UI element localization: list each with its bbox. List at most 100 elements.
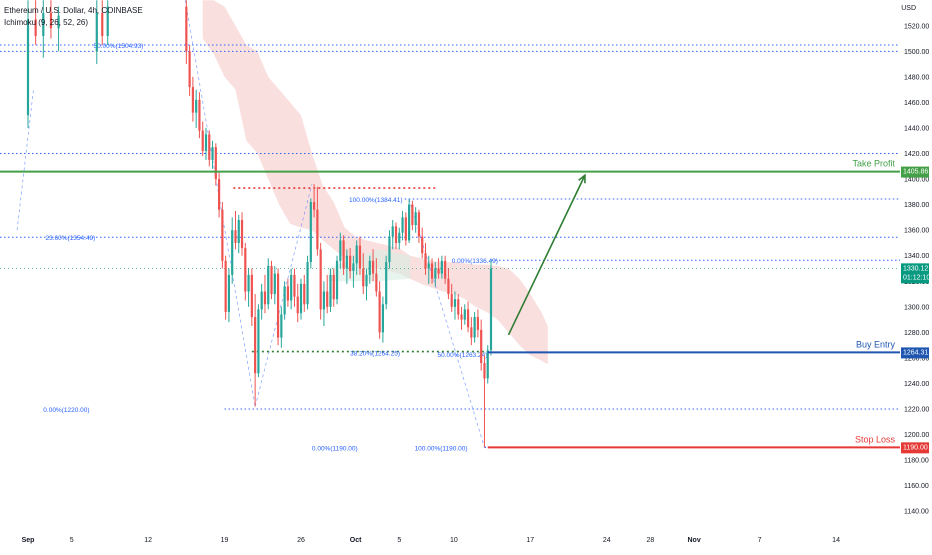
candle-body-50 <box>322 291 326 310</box>
candle-body-13 <box>201 130 204 151</box>
time-tick-13: 14 <box>832 537 840 544</box>
candle-body-44 <box>303 283 306 305</box>
candle-body-16 <box>211 147 214 160</box>
candle-body-76 <box>408 204 411 241</box>
fib-label-fib-0-upper: 0.00%(1336.49) <box>452 258 498 265</box>
fib-label-fib-top: 50.00%(1504.93) <box>94 43 144 50</box>
fib-mid-label-1: 50.00%(1263.24) <box>438 352 488 359</box>
candle-body-92 <box>460 314 463 320</box>
candle-body-29 <box>254 317 257 374</box>
candle-body-21 <box>227 274 231 312</box>
candle-body-47 <box>313 202 316 210</box>
candle-body-66 <box>375 273 378 292</box>
candle-body-3 <box>49 13 53 29</box>
price-tick-13: 1400.00 <box>904 177 929 184</box>
candle-body-93 <box>463 309 466 320</box>
candle-body-23 <box>234 230 237 243</box>
price-tick-18: 1500.00 <box>904 49 929 56</box>
candle-body-57 <box>345 255 348 269</box>
candle-body-74 <box>401 217 404 233</box>
candle-body-100 <box>486 350 489 379</box>
candle-body-55 <box>339 240 342 261</box>
candle-body-63 <box>365 274 368 287</box>
price-tick-14: 1420.00 <box>904 151 929 158</box>
candle-body-94 <box>466 309 470 328</box>
candle-body-37 <box>280 314 283 338</box>
candle-body-60 <box>355 245 358 264</box>
candle-body-18 <box>218 179 221 210</box>
candlesticks <box>26 0 493 448</box>
candle-body-101 <box>489 268 493 351</box>
price-tick-17: 1480.00 <box>904 74 929 81</box>
candle-body-96 <box>473 317 476 338</box>
candle-body-40 <box>290 274 293 301</box>
current-price-tag-bg <box>901 263 929 284</box>
fib-swing-0 <box>16 89 34 231</box>
price-tick-12: 1380.00 <box>904 202 929 209</box>
candle-body-28 <box>250 274 253 318</box>
price-tick-10: 1340.00 <box>904 253 929 260</box>
candle-body-5 <box>95 13 98 52</box>
candle-body-97 <box>476 317 480 330</box>
buy-entry-price-tag-bg <box>901 347 929 359</box>
price-tick-19: 1520.00 <box>904 23 929 30</box>
buy-entry-label: Buy Entry <box>856 339 896 349</box>
take-profit-price-tag-bg <box>901 166 929 178</box>
symbol-title[interactable]: Ethereum / U.S. Dollar, 4h, COINBASE <box>4 6 143 15</box>
time-axis: Sep 5 12 19 26 Oct 5 10 17 24 28 Nov 7 14 <box>22 537 840 544</box>
candle-body-35 <box>273 273 276 295</box>
candle-body-15 <box>208 134 211 160</box>
candle-body-24 <box>237 219 240 243</box>
candle-body-51 <box>326 291 329 307</box>
candle-body-52 <box>329 274 332 307</box>
candle-body-64 <box>368 260 371 275</box>
candle-body-87 <box>444 260 447 279</box>
candle-body-46 <box>309 202 312 263</box>
candle-body-79 <box>417 212 421 237</box>
candle-body-82 <box>427 263 430 269</box>
candle-body-33 <box>267 265 270 305</box>
time-tick-10: 28 <box>647 537 655 544</box>
candle-body-56 <box>342 240 345 269</box>
time-tick-8: 17 <box>526 537 534 544</box>
candle-body-36 <box>276 273 280 338</box>
candle-body-11 <box>195 99 198 113</box>
fib-label-fib-100-upper: 100.00%(1384.41) <box>349 197 403 204</box>
time-tick-9: 24 <box>603 537 611 544</box>
currency-label: USD <box>901 5 916 12</box>
candle-body-14 <box>204 134 208 151</box>
buy-entry-price-tag-text-0: 1264.31 <box>903 349 928 356</box>
price-tick-5: 1240.00 <box>904 381 929 388</box>
time-tick-3: 19 <box>221 537 229 544</box>
fib-label-fib-23-6: 23.60%(1354.49) <box>45 235 95 242</box>
candle-body-65 <box>371 260 375 274</box>
candle-body-8 <box>185 6 188 52</box>
ichimoku-cloud <box>202 0 548 365</box>
price-tick-16: 1460.00 <box>904 100 929 107</box>
candle-body-68 <box>381 304 384 333</box>
indicator-label[interactable]: Ichimoku (9, 26, 52, 26) <box>4 18 89 27</box>
candle-body-53 <box>332 274 335 300</box>
time-tick-1: 5 <box>70 537 74 544</box>
time-tick-2: 12 <box>144 537 152 544</box>
candle-body-22 <box>231 230 234 275</box>
candle-body-34 <box>270 265 273 295</box>
candle-body-38 <box>283 286 286 315</box>
candle-body-81 <box>424 253 427 269</box>
candle-body-88 <box>447 278 450 295</box>
time-tick-5: Oct <box>350 537 362 544</box>
candle-body-98 <box>480 329 483 364</box>
candle-body-78 <box>414 212 417 226</box>
candle-body-32 <box>263 291 267 305</box>
price-tick-4: 1220.00 <box>904 407 929 414</box>
current-price-tag-text-0: 1330.12 <box>903 265 928 272</box>
candle-body-72 <box>394 226 398 243</box>
candle-body-17 <box>214 147 217 180</box>
candle-body-19 <box>221 209 224 261</box>
candle-body-95 <box>470 327 473 338</box>
fib-swing-3 <box>408 198 485 448</box>
candle-body-25 <box>240 219 244 249</box>
fib-label-fib-0-lower: 0.00%(1220.00) <box>43 407 89 414</box>
